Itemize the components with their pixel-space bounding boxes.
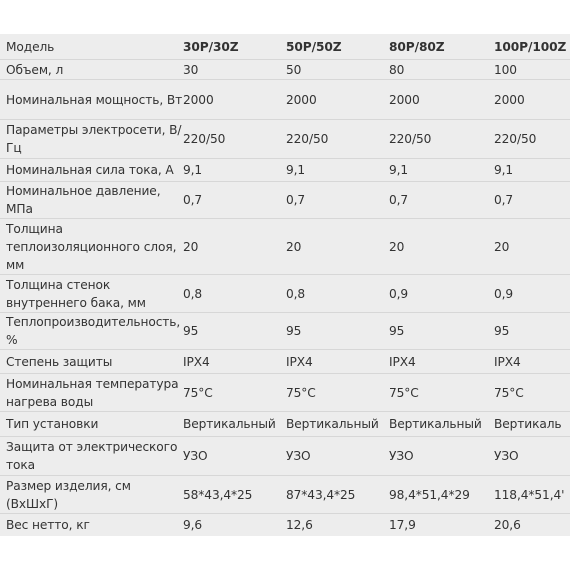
row-value: 87*43,4*25 — [286, 487, 356, 502]
row-value: 20 — [183, 239, 199, 254]
row-value: 0,7 — [494, 193, 514, 207]
row-label: Параметры электросети, В/Гц — [6, 123, 182, 155]
table-row: Толщина стенок внутреннего бака, мм 0,8 … — [0, 275, 570, 313]
table-row: Защита от электрического тока УЗО УЗО УЗ… — [0, 437, 570, 476]
table-row: Степень защиты IPX4 IPX4 IPX4 IPX4 — [0, 350, 570, 374]
row-value: 9,1 — [494, 163, 514, 177]
table-row: Теплопроизводительность, % 95 95 95 95 — [0, 313, 570, 350]
row-value: УЗО — [389, 449, 414, 463]
row-value: 12,6 — [286, 518, 313, 532]
row-value: 0,7 — [389, 193, 409, 207]
row-value: 75°C — [286, 385, 316, 400]
row-value: 2000 — [286, 92, 317, 107]
row-value: 75°C — [389, 385, 419, 400]
row-value: 75°C — [494, 385, 524, 400]
row-label: Теплопроизводительность, % — [6, 315, 181, 347]
row-value: 9,1 — [389, 163, 409, 177]
row-value: 17,9 — [389, 518, 416, 532]
model-header-50: 50P/50Z — [286, 39, 342, 54]
row-label: Номинальная температура нагрева воды — [6, 376, 179, 409]
table-row: Номинальная мощность, Вт 2000 2000 2000 … — [0, 80, 570, 120]
row-value: 0,9 — [494, 286, 514, 301]
row-label: Степень защиты — [6, 354, 113, 369]
row-value: 0,8 — [183, 286, 203, 301]
row-value: 20 — [494, 239, 510, 254]
row-value: 30 — [183, 62, 199, 77]
table-row: Объем, л 30 50 80 100 — [0, 60, 570, 80]
table-row: Номинальная сила тока, А 9,1 9,1 9,1 9,1 — [0, 159, 570, 182]
row-value: 9,1 — [183, 163, 203, 177]
row-value: 220/50 — [389, 132, 432, 146]
model-header-80: 80P/80Z — [389, 39, 445, 54]
model-header-100: 100P/100Z — [494, 39, 567, 54]
row-label: Защита от электрического тока — [6, 440, 178, 472]
row-label: Тип установки — [6, 417, 99, 431]
row-label: Номинальное давление, МПа — [6, 184, 161, 216]
row-value: 95 — [286, 324, 302, 338]
row-label: Объем, л — [6, 62, 64, 77]
row-value: 75°C — [183, 385, 213, 400]
row-label: Вес нетто, кг — [6, 518, 90, 532]
row-value: IPX4 — [183, 354, 210, 369]
table-row: Параметры электросети, В/Гц 220/50 220/5… — [0, 120, 570, 159]
row-value: 0,9 — [389, 286, 409, 301]
header-label: Модель — [6, 39, 55, 54]
row-value: IPX4 — [494, 354, 521, 369]
spec-table: Модель 30P/30Z 50P/50Z 80P/80Z 100P/100Z… — [0, 34, 570, 536]
table-row: Номинальная температура нагрева воды 75°… — [0, 374, 570, 412]
table-row: Размер изделия, см (ВхШхГ) 58*43,4*25 87… — [0, 476, 570, 514]
row-value: УЗО — [286, 449, 311, 463]
row-value: 100 — [494, 62, 517, 77]
row-value: 220/50 — [183, 132, 226, 146]
table-row: Вес нетто, кг 9,6 12,6 17,9 20,6 — [0, 514, 570, 536]
row-value: 2000 — [389, 92, 420, 107]
row-value: Вертикальный — [389, 417, 482, 431]
row-value: 95 — [183, 324, 199, 338]
row-value: 20 — [286, 239, 302, 254]
row-label: Толщина теплоизоляционного слоя, мм — [6, 221, 177, 272]
row-value: 95 — [494, 324, 510, 338]
row-value: 20,6 — [494, 518, 521, 532]
table-header-row: Модель 30P/30Z 50P/50Z 80P/80Z 100P/100Z — [0, 34, 570, 60]
row-value: Вертикальный — [286, 417, 379, 431]
table-row: Толщина теплоизоляционного слоя, мм 20 2… — [0, 219, 570, 275]
row-value: 58*43,4*25 — [183, 487, 253, 502]
row-value: 50 — [286, 62, 302, 77]
model-header-30: 30P/30Z — [183, 39, 239, 54]
row-value: 118,4*51,4' — [494, 487, 565, 502]
row-value: 0,7 — [286, 193, 306, 207]
row-value: IPX4 — [286, 354, 313, 369]
table-row: Тип установки Вертикальный Вертикальный … — [0, 412, 570, 437]
row-label: Номинальная мощность, Вт — [6, 92, 183, 107]
row-value: УЗО — [494, 449, 519, 463]
table-row: Номинальное давление, МПа 0,7 0,7 0,7 0,… — [0, 182, 570, 219]
row-value: 0,7 — [183, 193, 203, 207]
row-value: 220/50 — [286, 132, 329, 146]
row-label: Номинальная сила тока, А — [6, 163, 174, 177]
row-value: 220/50 — [494, 132, 537, 146]
row-value: 0,8 — [286, 286, 306, 301]
row-value: IPX4 — [389, 354, 416, 369]
row-value: 2000 — [183, 92, 214, 107]
row-value: Вертикаль — [494, 417, 562, 431]
row-value: 9,6 — [183, 518, 203, 532]
row-value: 98,4*51,4*29 — [389, 487, 470, 502]
row-label: Размер изделия, см (ВхШхГ) — [6, 478, 131, 511]
row-value: 95 — [389, 324, 405, 338]
row-value: 2000 — [494, 92, 525, 107]
row-value: Вертикальный — [183, 417, 276, 431]
row-value: 80 — [389, 62, 405, 77]
row-label: Толщина стенок внутреннего бака, мм — [6, 277, 146, 310]
row-value: 9,1 — [286, 163, 306, 177]
row-value: УЗО — [183, 449, 208, 463]
row-value: 20 — [389, 239, 405, 254]
